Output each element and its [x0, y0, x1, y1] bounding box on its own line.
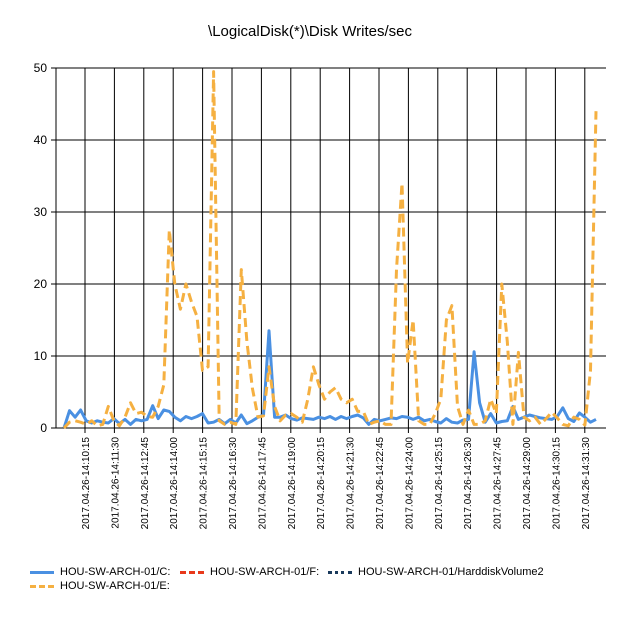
y-tick-label: 0: [40, 421, 47, 435]
x-tick-label: 2017.04.26-14:29:00: [522, 437, 533, 530]
legend-label: HOU-SW-ARCH-01/C:: [60, 566, 171, 578]
y-tick-label: 50: [34, 61, 48, 75]
x-tick-label: 2017.04.26-14:14:00: [169, 437, 180, 530]
legend-swatch: [30, 584, 54, 588]
legend-swatch: [180, 570, 204, 574]
grid: [56, 67, 606, 428]
y-tick-label: 40: [34, 133, 48, 147]
chart-title: \LogicalDisk(*)\Disk Writes/sec: [208, 23, 412, 40]
x-axis-ticks: 2017.04.26-14:10:15 2017.04.26-14:11:30 20…: [81, 428, 592, 529]
series-lines: [62, 70, 598, 430]
x-tick-label: 2017.04.26-14:20:15: [316, 437, 327, 530]
x-tick-label: 2017.04.26-14:25:15: [434, 437, 445, 530]
x-tick-label: 2017.04.26-14:26:30: [463, 437, 474, 530]
legend-label: HOU-SW-ARCH-01/HarddiskVolume2: [358, 566, 544, 578]
legend-item: HOU-SW-ARCH-01/E:: [30, 580, 170, 592]
y-tick-label: 30: [34, 205, 48, 219]
x-tick-label: 2017.04.26-14:24:00: [404, 437, 415, 530]
y-axis-ticks: 0 10 20 30 40 50: [34, 61, 56, 435]
legend-swatch: [30, 570, 54, 574]
legend-label: HOU-SW-ARCH-01/F:: [210, 566, 320, 578]
x-tick-label: 2017.04.26-14:21:30: [346, 437, 357, 530]
x-tick-label: 2017.04.26-14:10:15: [81, 437, 92, 530]
x-tick-label: 2017.04.26-14:17:45: [257, 437, 268, 530]
x-tick-label: 2017.04.26-14:19:00: [287, 437, 298, 530]
x-tick-label: 2017.04.26-14:27:45: [493, 437, 504, 530]
legend-item: HOU-SW-ARCH-01/HarddiskVolume2: [328, 566, 544, 578]
x-tick-label: 2017.04.26-14:30:15: [551, 437, 562, 530]
x-tick-label: 2017.04.26-14:31:30: [581, 437, 592, 530]
legend-label: HOU-SW-ARCH-01/E:: [60, 580, 170, 592]
legend-swatch: [328, 570, 352, 574]
series-line-3: [62, 70, 598, 430]
x-tick-label: 2017.04.26-14:11:30: [110, 437, 121, 529]
x-tick-label: 2017.04.26-14:22:45: [375, 437, 386, 530]
series-line-0: [62, 329, 597, 429]
axes: [55, 68, 606, 429]
legend-item: HOU-SW-ARCH-01/F:: [180, 566, 319, 578]
y-tick-label: 20: [34, 277, 48, 291]
x-tick-label: 2017.04.26-14:16:30: [228, 437, 239, 530]
y-tick-label: 10: [34, 349, 48, 363]
x-tick-label: 2017.04.26-14:15:15: [199, 437, 210, 530]
x-tick-label: 2017.04.26-14:12:45: [140, 437, 151, 530]
legend-item: HOU-SW-ARCH-01/C:: [30, 566, 170, 578]
